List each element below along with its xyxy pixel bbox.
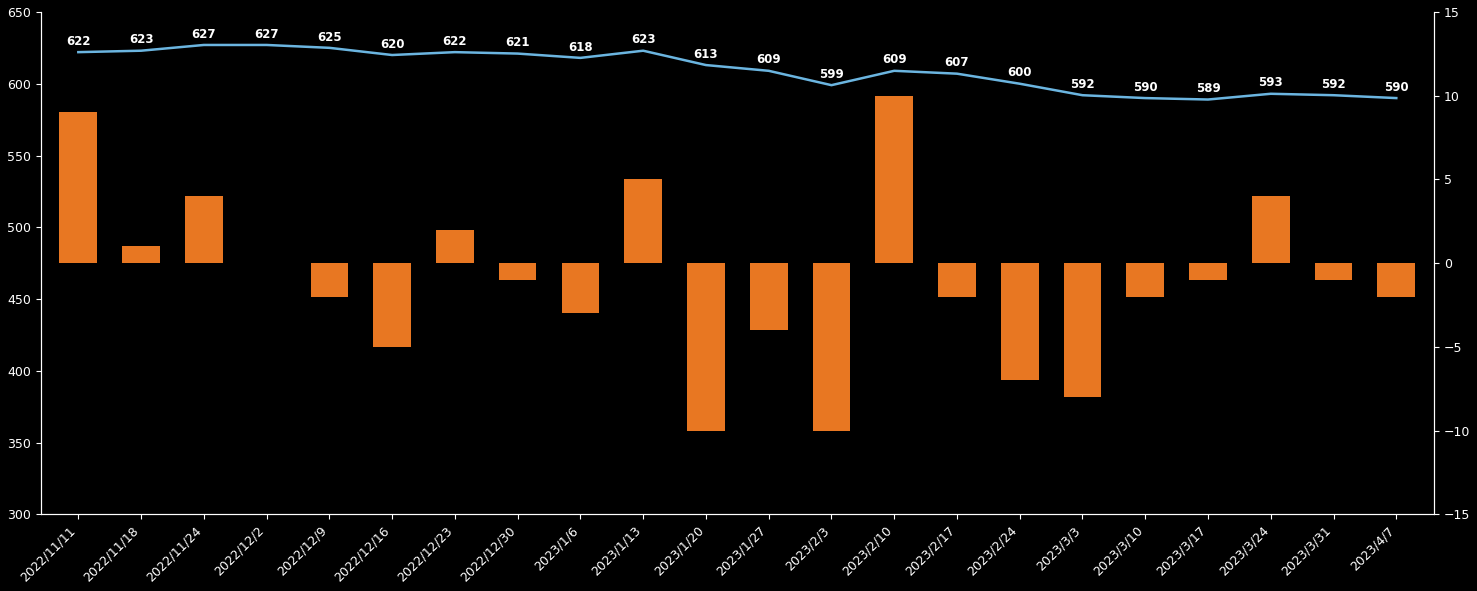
Bar: [59, 112, 97, 263]
Text: 627: 627: [254, 28, 279, 41]
Text: 589: 589: [1196, 82, 1220, 95]
Bar: [561, 263, 600, 313]
Text: 592: 592: [1322, 78, 1346, 91]
Bar: [876, 96, 913, 263]
Bar: [436, 230, 474, 263]
Bar: [374, 263, 411, 347]
Bar: [750, 263, 787, 330]
Text: 599: 599: [820, 68, 843, 81]
Text: 590: 590: [1133, 81, 1158, 94]
Bar: [1252, 196, 1289, 263]
Text: 609: 609: [756, 54, 781, 67]
Bar: [625, 180, 662, 263]
Bar: [812, 263, 851, 431]
Bar: [499, 263, 536, 280]
Text: 622: 622: [66, 35, 90, 48]
Text: 623: 623: [128, 34, 154, 47]
Text: 620: 620: [380, 38, 405, 51]
Bar: [1378, 263, 1415, 297]
Text: 618: 618: [569, 41, 592, 54]
Text: 613: 613: [694, 48, 718, 61]
Text: 600: 600: [1007, 66, 1032, 79]
Bar: [938, 263, 976, 297]
Text: 592: 592: [1071, 78, 1094, 91]
Bar: [185, 196, 223, 263]
Text: 621: 621: [505, 36, 530, 49]
Bar: [1001, 263, 1038, 381]
Bar: [310, 263, 349, 297]
Bar: [1315, 263, 1353, 280]
Bar: [1189, 263, 1227, 280]
Text: 623: 623: [631, 34, 656, 47]
Text: 609: 609: [882, 54, 907, 67]
Text: 590: 590: [1384, 81, 1409, 94]
Text: 627: 627: [192, 28, 216, 41]
Bar: [687, 263, 725, 431]
Text: 625: 625: [318, 31, 341, 44]
Bar: [1063, 263, 1102, 397]
Bar: [123, 246, 160, 263]
Text: 593: 593: [1258, 76, 1284, 89]
Text: 622: 622: [443, 35, 467, 48]
Text: 607: 607: [945, 56, 969, 69]
Bar: [1127, 263, 1164, 297]
